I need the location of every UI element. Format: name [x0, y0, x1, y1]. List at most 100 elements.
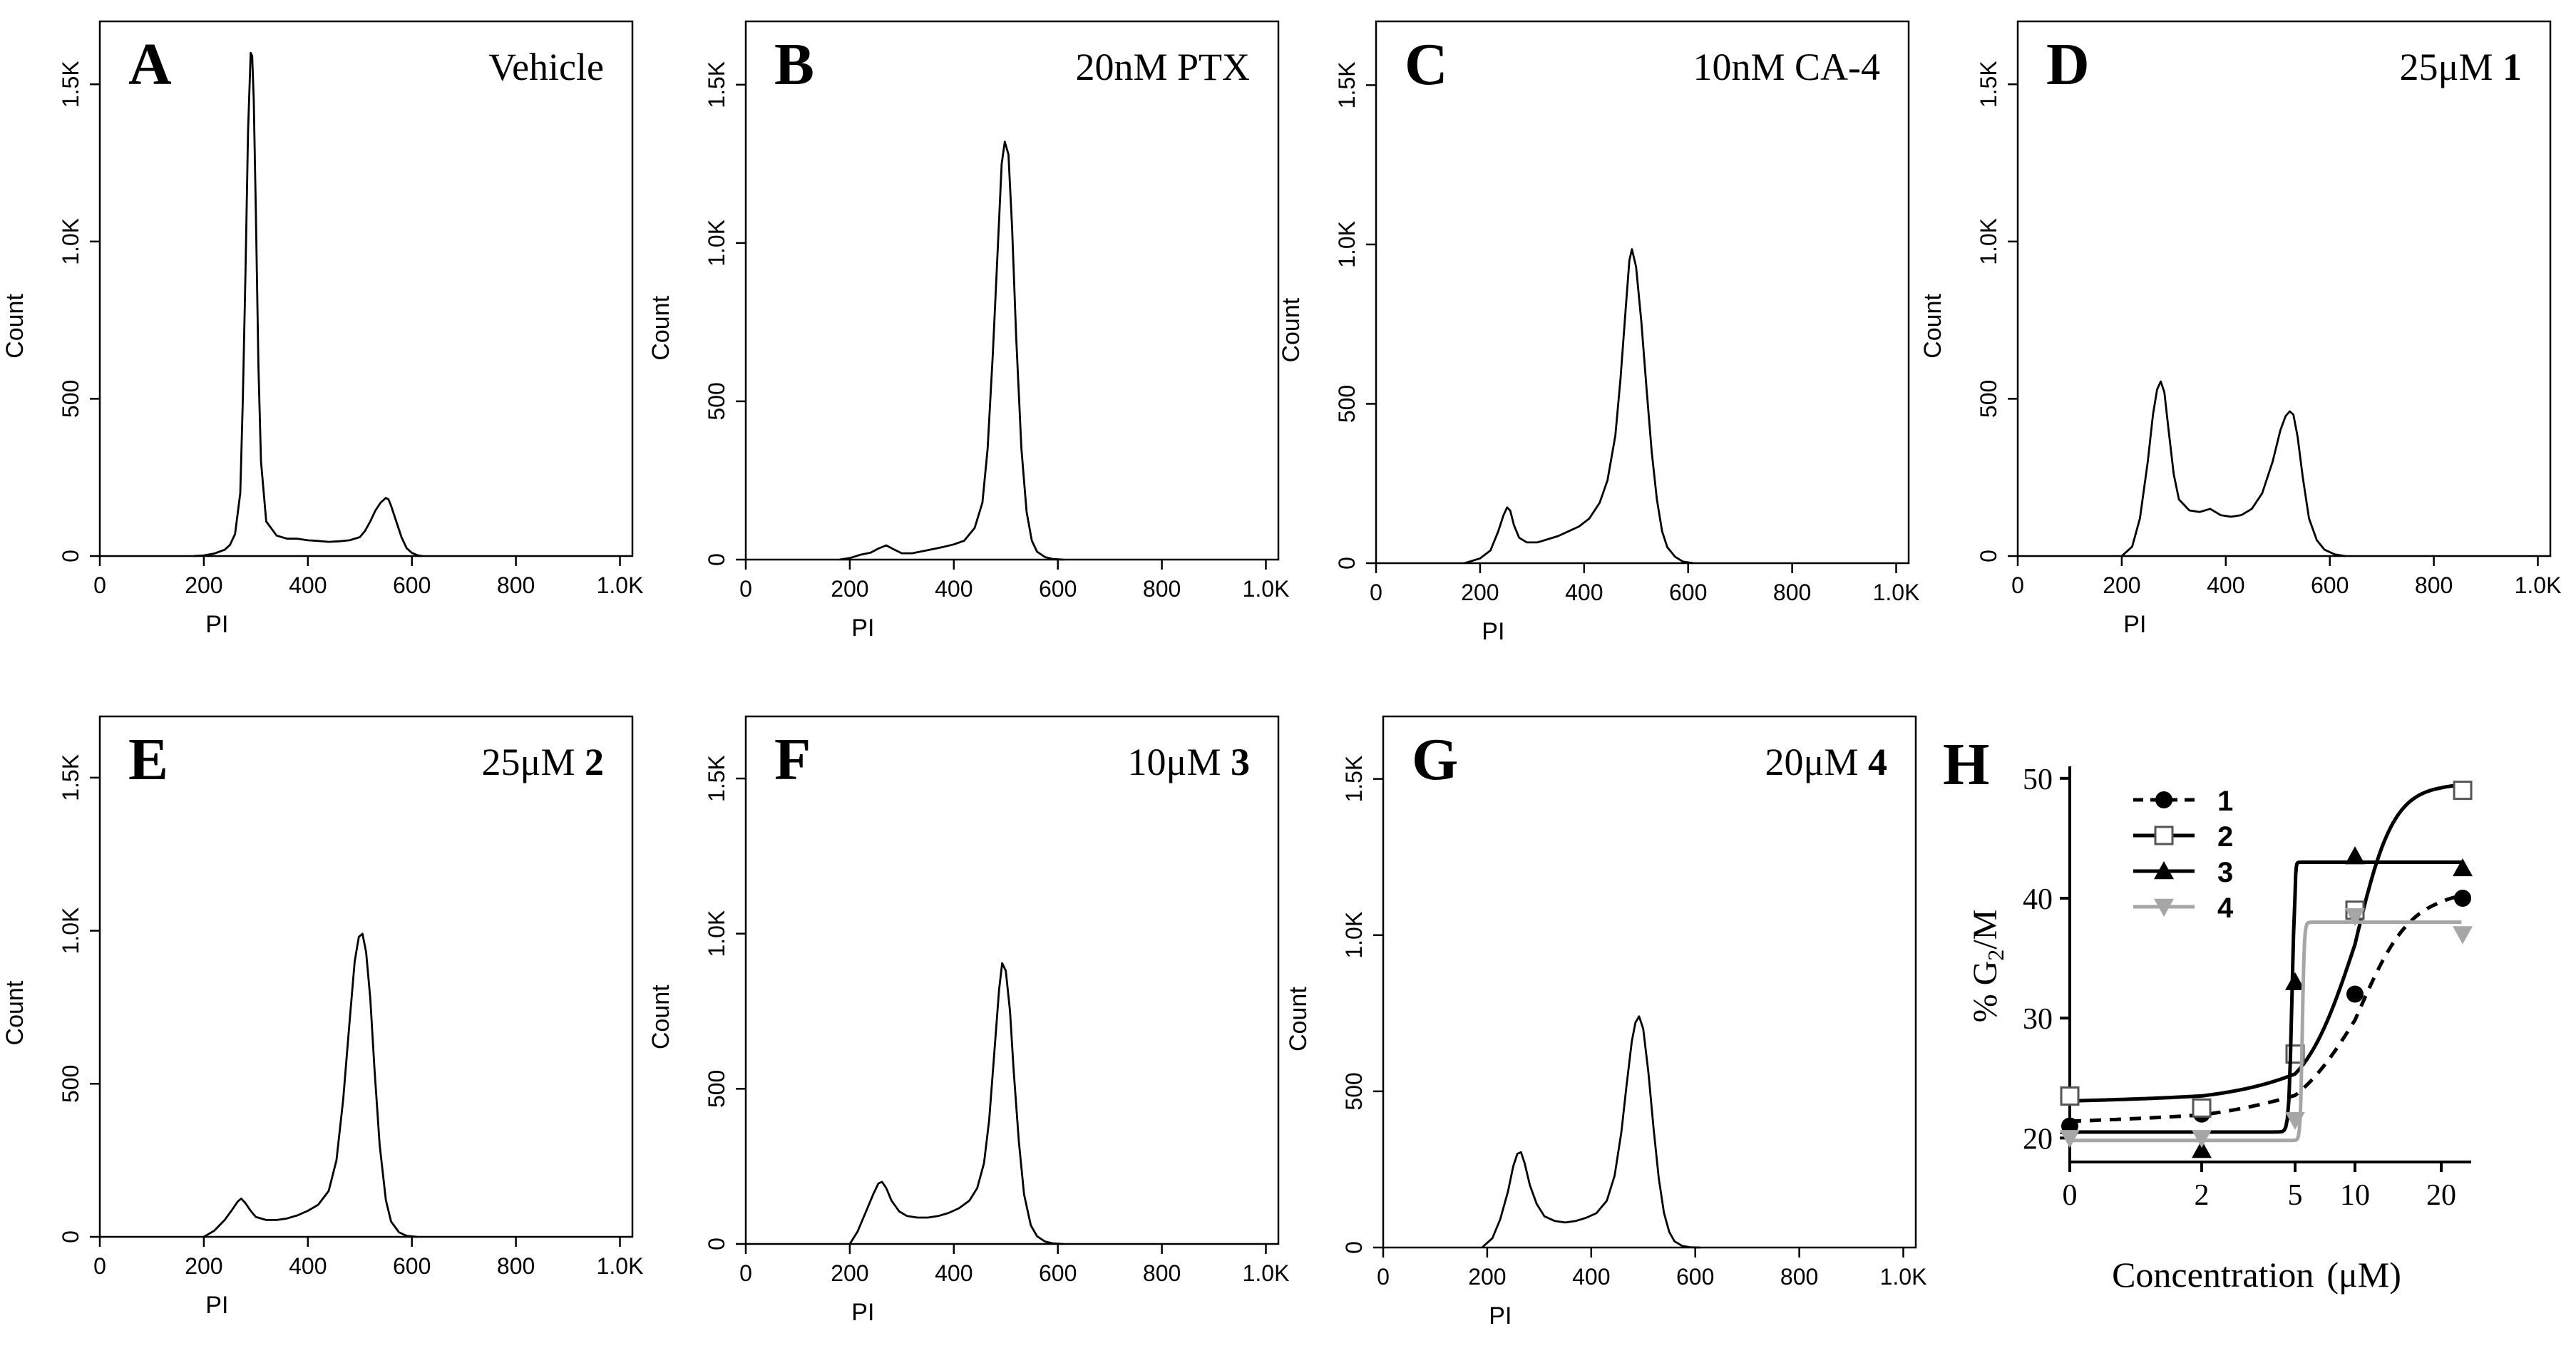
x-tick-label: 1.0K	[1873, 580, 1920, 605]
panel-letter: H	[1943, 731, 1989, 798]
x-axis-label: PI	[205, 611, 228, 638]
x-tick-label: 0	[1370, 580, 1382, 605]
y-axis-label: Count	[647, 984, 674, 1049]
data-point	[2192, 1130, 2212, 1148]
data-point	[2453, 858, 2473, 877]
series-4	[2060, 908, 2473, 1148]
y-tick-label: 0	[1341, 1241, 1367, 1254]
histogram-trace	[1481, 1015, 1701, 1249]
x-tick-label: 5	[2288, 1179, 2303, 1212]
y-tick-label: 1.0K	[1976, 218, 2001, 265]
x-tick-label: 400	[935, 1260, 973, 1286]
y-tick-label: 500	[1976, 380, 2001, 418]
x-tick-label: 10	[2340, 1179, 2370, 1212]
histogram-panel-a: 0 200 400 600 800 1.0K 0 500 1.0K 1.5K PI Count A Veh…	[1, 20, 643, 638]
x-tick-label: 1.0K	[1880, 1264, 1927, 1290]
condition-text: 20μM	[1765, 741, 1868, 783]
legend-label: 4	[2217, 893, 2234, 924]
histogram-trace	[2120, 380, 2346, 557]
data-point	[2060, 1116, 2080, 1134]
y-axis-label: % G2/M	[1966, 910, 2008, 1023]
legend-marker	[2155, 791, 2172, 808]
y-tick-label: 1.0K	[58, 218, 83, 265]
data-point	[2345, 846, 2365, 865]
legend-marker	[2154, 861, 2174, 880]
compound-number: 1	[2503, 46, 2522, 88]
y-tick-label: 0	[704, 1238, 729, 1250]
condition-label: 10μM 3	[1128, 741, 1250, 783]
legend-label: 1	[2217, 786, 2233, 817]
x-axis-title: Concentration	[2112, 1255, 2314, 1295]
x-tick-label: 600	[1039, 1260, 1077, 1286]
data-point	[2453, 926, 2473, 945]
legend-item-4: 4	[2133, 893, 2234, 924]
y-tick-label: 0	[704, 553, 729, 566]
x-tick-label: 1.0K	[2515, 572, 2562, 598]
y-tick-label: 0	[1976, 550, 2001, 562]
x-tick-label: 600	[1676, 1264, 1714, 1290]
condition-text: 25μM	[2400, 46, 2503, 88]
x-tick-label: 200	[1468, 1264, 1506, 1290]
y-tick-label: 1.5K	[1341, 756, 1367, 803]
y-tick-label: 1.0K	[58, 907, 83, 955]
data-point	[2346, 985, 2364, 1003]
plot-frame	[1375, 20, 1910, 565]
x-axis-label: PI	[1482, 618, 1504, 645]
x-tick-label: 600	[393, 1253, 431, 1279]
x-tick-label: 1.0K	[1243, 1260, 1290, 1286]
x-tick-label: 200	[185, 1253, 222, 1279]
x-tick-label: 200	[831, 576, 868, 602]
x-tick-label: 800	[497, 572, 535, 598]
x-tick-label: 200	[2103, 572, 2140, 598]
y-tick-label: 500	[58, 380, 83, 418]
data-point	[2453, 781, 2473, 801]
panel-letter: B	[774, 31, 814, 98]
condition-label: 10nM CA-4	[1693, 46, 1880, 88]
condition-text: 25μM	[482, 741, 585, 783]
x-tick-label: 600	[393, 572, 431, 598]
y-tick-label: 500	[58, 1065, 83, 1103]
x-tick-label: 400	[935, 576, 973, 602]
legend-item-2: 2	[2133, 821, 2233, 853]
x-tick-label: 600	[2311, 572, 2349, 598]
y-tick-label: 1.5K	[58, 61, 83, 108]
y-tick-label: 50	[2023, 763, 2053, 796]
x-tick-label: 400	[289, 572, 327, 598]
histogram-trace	[1464, 248, 1694, 565]
panel-letter: F	[774, 726, 811, 793]
series-3	[2060, 846, 2473, 1158]
condition-label: 25μM 1	[2400, 46, 2522, 88]
y-tick-label: 0	[1334, 557, 1360, 570]
fit-curve	[2069, 783, 2462, 1103]
condition-label: 20μM 4	[1765, 741, 1887, 783]
y-tick-label: 500	[704, 1070, 729, 1108]
x-tick-label: 400	[1565, 580, 1603, 605]
y-axis-label: Count	[1919, 294, 1946, 359]
x-tick-label: 200	[1461, 580, 1499, 605]
legend-marker	[2154, 826, 2174, 845]
x-tick-label: 800	[1780, 1264, 1818, 1290]
condition-label: Vehicle	[488, 46, 604, 88]
legend-item-1: 1	[2133, 786, 2233, 817]
y-tick-label: 30	[2023, 1003, 2053, 1036]
legend-marker	[2154, 898, 2174, 917]
histogram-panel-c: 0 200 400 600 800 1.0K 0 500 1.0K 1.5K PI Count C 10n…	[1278, 20, 1920, 645]
histogram-panel-g: 0 200 400 600 800 1.0K 0 500 1.0K 1.5K PI Count G 20μ…	[1285, 715, 1927, 1330]
histogram-panel-e: 0 200 400 600 800 1.0K 0 500 1.0K 1.5K PI Count E 25μ…	[1, 715, 643, 1319]
condition-text: Vehicle	[488, 46, 604, 88]
condition-label: 25μM 2	[482, 741, 604, 783]
y-tick-label: 1.5K	[1334, 61, 1360, 108]
histogram-panel-f: 0 200 400 600 800 1.0K 0 500 1.0K 1.5K PI Count F 10μ…	[647, 715, 1290, 1326]
y-axis-subscript: 2	[1983, 950, 2008, 961]
y-tick-label: 1.0K	[1341, 912, 1367, 959]
y-tick-label: 1.5K	[704, 61, 729, 108]
x-tick-label: 600	[1669, 580, 1707, 605]
x-tick-label: 400	[2207, 572, 2244, 598]
y-axis-label: Count	[1, 294, 29, 359]
data-point	[2192, 1098, 2212, 1118]
y-axis-title-part: % G	[1966, 961, 2004, 1023]
data-point	[2454, 890, 2471, 907]
x-axis-label: PI	[2123, 611, 2146, 638]
x-tick-label: 200	[185, 572, 222, 598]
